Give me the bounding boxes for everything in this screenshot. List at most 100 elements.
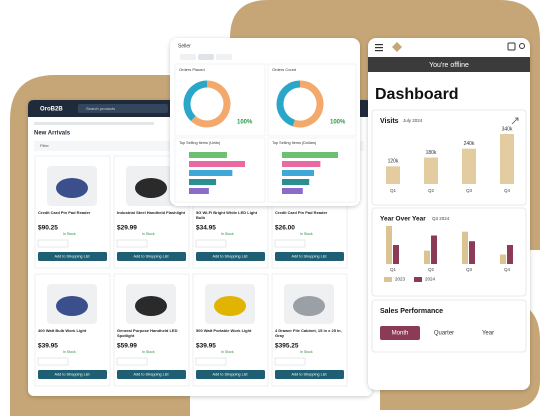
bar xyxy=(507,245,513,264)
bar xyxy=(424,157,438,184)
product-price: $26.00 xyxy=(275,225,295,232)
brand: OroB2B xyxy=(40,107,63,113)
legend-label: 2023 xyxy=(395,277,406,282)
product-name[interactable]: 4 Drawer File Cabinet, 15 in x 25 in, Gr… xyxy=(275,329,342,338)
search-box[interactable] xyxy=(78,104,168,113)
bar xyxy=(189,179,217,185)
product-image xyxy=(293,296,325,316)
bar xyxy=(282,170,314,176)
expand-icon[interactable] xyxy=(511,117,519,125)
seller-title: Seller xyxy=(178,43,191,49)
add-button[interactable] xyxy=(117,252,186,261)
add-button[interactable] xyxy=(196,370,265,379)
tab[interactable] xyxy=(216,54,232,60)
filter[interactable]: Filter xyxy=(40,143,50,148)
tab-label[interactable]: Year xyxy=(482,331,494,337)
chart-title: Top Selling Items (Units) xyxy=(179,141,221,145)
add-button[interactable] xyxy=(196,252,265,261)
add-button-label: Add to Shopping List xyxy=(291,255,327,259)
product-image xyxy=(56,296,88,316)
tab-active[interactable] xyxy=(380,326,420,340)
card xyxy=(371,207,527,297)
qty-box[interactable] xyxy=(116,239,148,248)
stock-status: In Stock xyxy=(63,232,76,236)
bar xyxy=(424,250,430,264)
product-name[interactable]: General Purpose Handheld LED Spotlight xyxy=(117,329,178,338)
qty-box[interactable] xyxy=(274,239,306,248)
chart-title: Top Selling Items (Dollars) xyxy=(272,141,317,145)
value-label: 120k xyxy=(388,159,399,165)
bar xyxy=(462,231,468,264)
bar xyxy=(189,170,233,176)
product-name-box: General Purpose Handheld LED Spotlight xyxy=(117,329,178,338)
product-name[interactable]: 400 Watt Bulb Work Light xyxy=(38,329,87,333)
tab[interactable] xyxy=(198,54,214,60)
search-placeholder: Search products xyxy=(86,106,115,111)
qty-box[interactable] xyxy=(195,239,227,248)
stock-status: In Stock xyxy=(300,232,313,236)
add-button-label: Add to Shopping List xyxy=(133,373,169,377)
tab-label[interactable]: Quarter xyxy=(434,331,454,337)
add-button-label: Add to Shopping List xyxy=(212,255,248,259)
chart-title: Orders Count xyxy=(272,67,297,72)
add-button[interactable] xyxy=(38,252,107,261)
bar xyxy=(282,188,303,194)
add-button[interactable] xyxy=(275,370,344,379)
donut-segment xyxy=(183,80,208,122)
card-subtitle: July 2024 xyxy=(403,118,423,123)
product-name[interactable]: Industrial Steel Handheld Flashlight xyxy=(117,211,186,215)
product-name-box: 500 Watt Portable Work Light xyxy=(196,329,252,333)
product-price: $34.95 xyxy=(196,225,216,232)
seller-panel: Seller Orders Placed 100% Orders Count 100%… xyxy=(170,38,360,206)
product-name-box: Credit Card Pin Pad Reader xyxy=(38,211,91,215)
bar xyxy=(386,166,400,184)
qty-box[interactable] xyxy=(274,357,306,366)
chart-title: Orders Placed xyxy=(179,67,205,72)
value-label: 340k xyxy=(502,126,513,132)
dashboard-title: Dashboard xyxy=(375,86,459,103)
product-name[interactable]: Credit Card Pin Pad Reader xyxy=(275,211,328,215)
qty-box[interactable] xyxy=(37,357,69,366)
product-name-box: 400 Watt Bulb Work Light xyxy=(38,329,87,333)
stock-status: In Stock xyxy=(300,350,313,354)
offline-bar xyxy=(368,57,530,72)
product-image xyxy=(135,178,167,198)
add-button[interactable] xyxy=(117,370,186,379)
icon[interactable] xyxy=(519,43,525,49)
qty-box[interactable] xyxy=(195,357,227,366)
qty-box[interactable] xyxy=(37,239,69,248)
value-label: 240k xyxy=(464,141,475,147)
product-name[interactable]: Credit Card Pin Pad Reader xyxy=(38,211,91,215)
tab[interactable] xyxy=(180,54,196,60)
stock-status: In Stock xyxy=(63,350,76,354)
add-button-label: Add to Shopping List xyxy=(212,373,248,377)
bar xyxy=(189,152,227,158)
add-button[interactable] xyxy=(38,370,107,379)
product-name-box: 4 Drawer File Cabinet, 15 in x 25 in, Gr… xyxy=(275,329,342,338)
icon[interactable] xyxy=(507,42,516,51)
add-button-label: Add to Shopping List xyxy=(291,373,327,377)
product-image xyxy=(214,296,246,316)
qty-box[interactable] xyxy=(116,357,148,366)
logo xyxy=(392,42,402,52)
breadcrumb xyxy=(34,122,154,125)
bar xyxy=(469,241,475,264)
value-label: 180k xyxy=(426,150,437,156)
product-price: $29.99 xyxy=(117,225,137,232)
annotation: 100% xyxy=(330,120,346,126)
menu-icon[interactable] xyxy=(375,44,383,46)
x-tick-label: Q1 xyxy=(390,188,397,193)
card-title: Sales Performance xyxy=(380,308,443,315)
mobile-dashboard: You're offline Dashboard Sales Performan… xyxy=(368,38,530,390)
add-button[interactable] xyxy=(275,252,344,261)
donut-segment xyxy=(190,80,231,128)
x-tick-label: Q4 xyxy=(504,188,511,193)
add-button-label: Add to Shopping List xyxy=(54,255,90,259)
bar xyxy=(189,161,245,167)
x-tick-label: Q3 xyxy=(466,267,473,272)
product-name[interactable]: 5G Wi-Fi Bright White LED Light Bulb xyxy=(196,211,258,220)
section-title: New Arrivals xyxy=(34,131,71,137)
tab-label[interactable]: Month xyxy=(392,331,409,337)
product-name[interactable]: 500 Watt Portable Work Light xyxy=(196,329,252,333)
menu-icon xyxy=(375,47,383,49)
